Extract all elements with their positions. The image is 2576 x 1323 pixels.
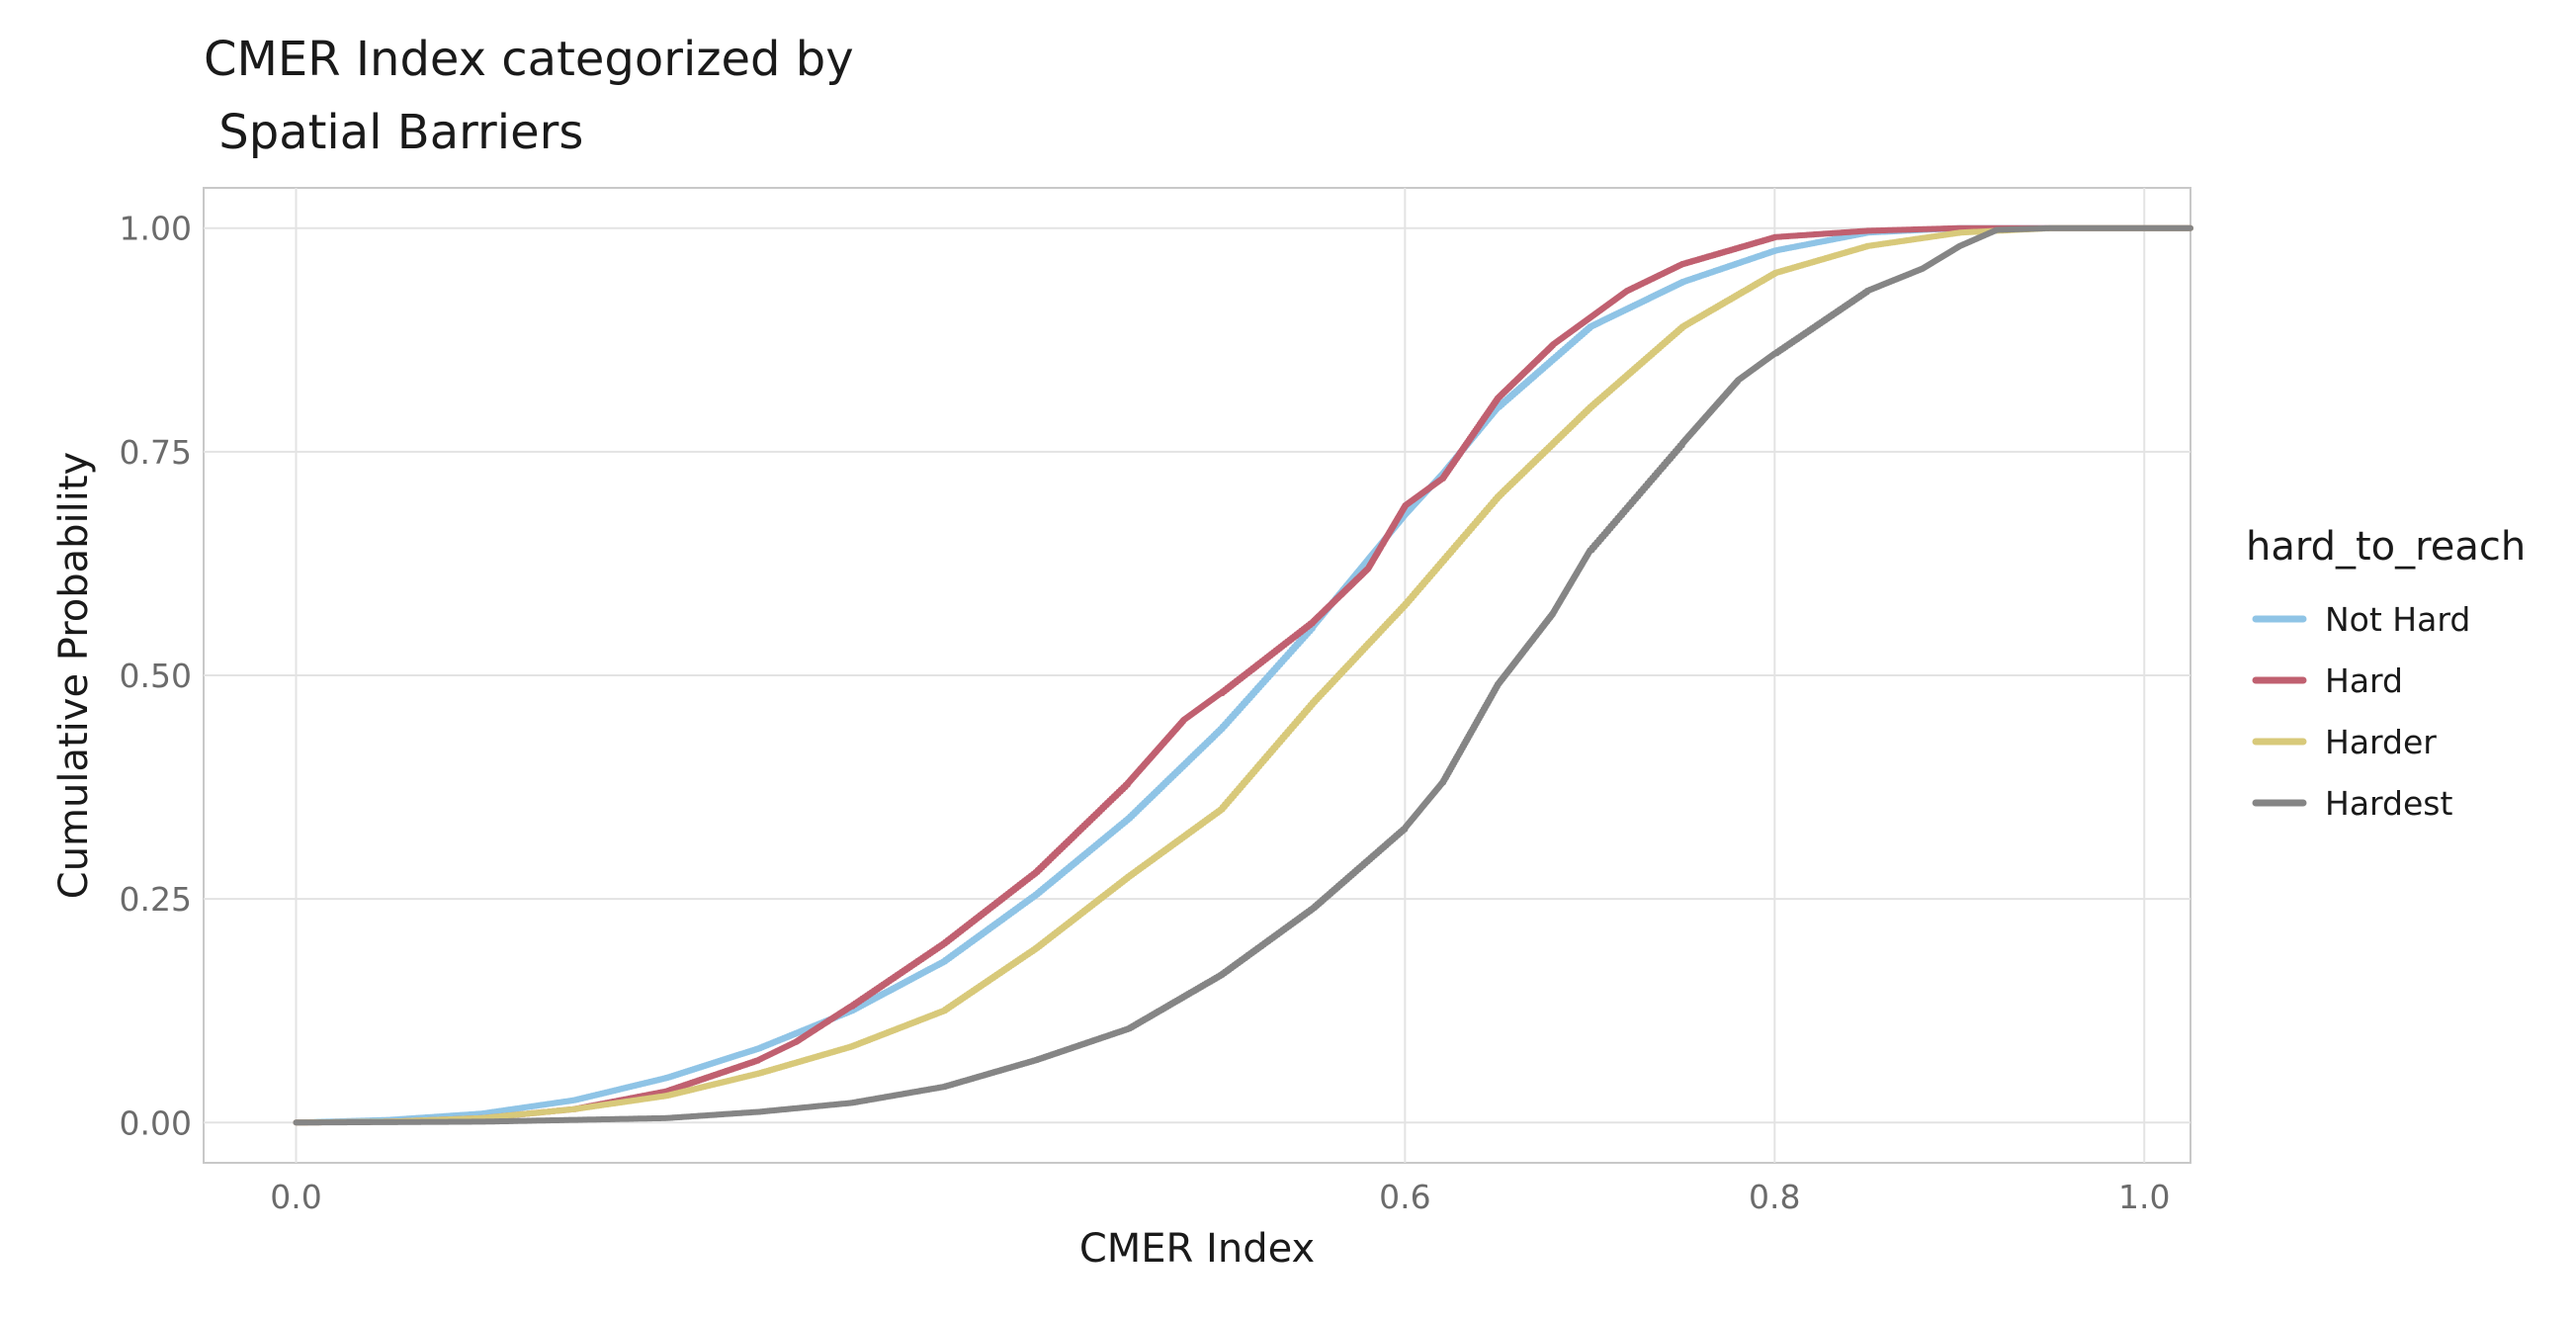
y-tick-label: 0.50 — [120, 657, 192, 695]
y-axis-title: Cumulative Probability — [51, 452, 97, 899]
y-tick-label: 0.25 — [120, 880, 192, 919]
x-axis: 0.0 0.6 0.8 1.0 — [270, 1178, 2170, 1216]
series-line — [293, 224, 2193, 1126]
chart-title-line: Spatial Barriers — [204, 105, 583, 160]
y-tick-label: 1.00 — [120, 210, 192, 248]
y-tick-label: 0.00 — [120, 1103, 192, 1142]
x-tick-label: 0.6 — [1379, 1178, 1430, 1216]
x-tick-label: 0.8 — [1749, 1178, 1800, 1216]
y-axis: 0.00 0.25 0.50 0.75 1.00 — [120, 210, 192, 1143]
series-line — [293, 224, 2193, 1126]
series-line — [293, 224, 2193, 1126]
x-axis-title: CMER Index — [1079, 1226, 1315, 1272]
y-tick-label: 0.75 — [120, 433, 192, 472]
x-tick-label: 0.0 — [270, 1178, 321, 1216]
chart-title-line: CMER Index categorized by — [204, 32, 854, 87]
x-tick-label: 1.0 — [2118, 1178, 2170, 1216]
legend-label: Harder — [2325, 723, 2437, 761]
legend: hard_to_reach Not Hard Hard Harder Hardest — [2246, 524, 2526, 823]
series-line — [293, 224, 2193, 1126]
legend-title: hard_to_reach — [2246, 524, 2526, 570]
chart-title: CMER Index categorized by Spatial Barrie… — [204, 32, 854, 160]
series-lines — [293, 224, 2193, 1126]
legend-label: Not Hard — [2325, 600, 2470, 639]
legend-label: Hard — [2325, 662, 2403, 700]
legend-label: Hardest — [2325, 784, 2452, 823]
